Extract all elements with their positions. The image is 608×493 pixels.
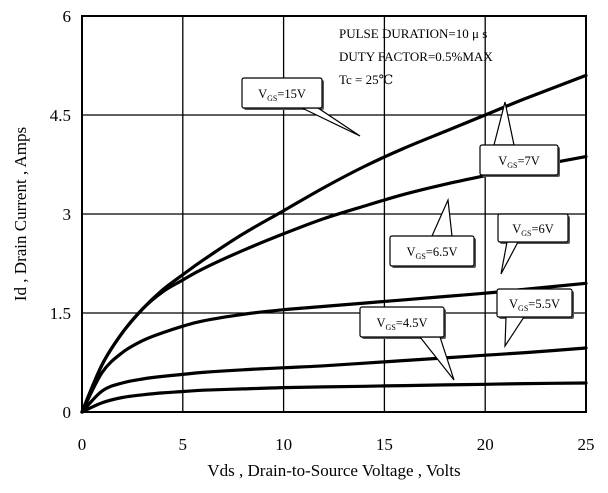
y-axis-title: Id , Drain Current , Amps bbox=[11, 127, 30, 301]
y-tick-label: 1.5 bbox=[50, 304, 71, 323]
x-tick-label: 0 bbox=[78, 435, 87, 454]
annotation-pulse-duration: PULSE DURATION=10 μ s bbox=[339, 26, 487, 41]
callout-box bbox=[496, 288, 573, 318]
callout-box bbox=[497, 213, 569, 243]
x-tick-label: 20 bbox=[477, 435, 494, 454]
y-tick-label: 4.5 bbox=[50, 106, 71, 125]
callout-vgs-4.5v: VGS=4.5V bbox=[359, 306, 455, 381]
x-tick-label: 25 bbox=[578, 435, 595, 454]
x-tick-label: 15 bbox=[376, 435, 393, 454]
callout-box bbox=[359, 306, 445, 338]
x-axis-title: Vds , Drain-to-Source Voltage , Volts bbox=[207, 461, 460, 480]
callout-pointer bbox=[301, 107, 361, 137]
series-label: VGS=15V bbox=[258, 87, 306, 103]
series-label: VGS=7V bbox=[498, 154, 540, 170]
callout-box bbox=[241, 77, 323, 109]
callouts: VGS=15V VGS=7V VGS=6.5V VGS=6V VGS=5.5V VGS=4… bbox=[241, 77, 574, 381]
series-label: VGS=6V bbox=[512, 222, 554, 238]
curve-vgs-6.5v bbox=[80, 281, 588, 414]
curve-vgs-7v bbox=[80, 155, 588, 414]
tick-labels: 0 5 10 15 20 25 0 1.5 3 4.5 6 bbox=[50, 7, 595, 454]
y-tick-label: 3 bbox=[63, 205, 72, 224]
curves bbox=[80, 73, 588, 414]
callout-box bbox=[479, 144, 559, 176]
callout-box bbox=[389, 235, 475, 267]
callout-vgs-6v: VGS=6V bbox=[497, 213, 570, 275]
x-tick-label: 10 bbox=[275, 435, 292, 454]
curve-vgs-6v bbox=[80, 346, 588, 414]
annotation-temperature: Tc = 25℃ bbox=[339, 72, 393, 87]
annotation-duty-factor: DUTY FACTOR=0.5%MAX bbox=[339, 49, 493, 64]
curve-vgs-5.5v bbox=[80, 381, 588, 414]
series-label: VGS=5.5V bbox=[509, 297, 560, 313]
plot-frame bbox=[81, 15, 587, 413]
series-label: VGS=4.5V bbox=[377, 316, 428, 332]
callout-vgs-15v: VGS=15V bbox=[241, 77, 361, 137]
callout-pointer bbox=[500, 241, 519, 275]
y-tick-label: 6 bbox=[63, 7, 72, 26]
series-label: VGS=6.5V bbox=[407, 245, 458, 261]
x-tick-label: 5 bbox=[179, 435, 188, 454]
y-tick-label: 0 bbox=[63, 403, 72, 422]
callout-pointer bbox=[504, 316, 526, 349]
callout-vgs-5.5v: VGS=5.5V bbox=[496, 288, 574, 349]
callout-pointer bbox=[431, 197, 453, 237]
callout-vgs-7v: VGS=7V bbox=[479, 101, 560, 177]
callout-vgs-6.5v: VGS=6.5V bbox=[389, 197, 476, 268]
